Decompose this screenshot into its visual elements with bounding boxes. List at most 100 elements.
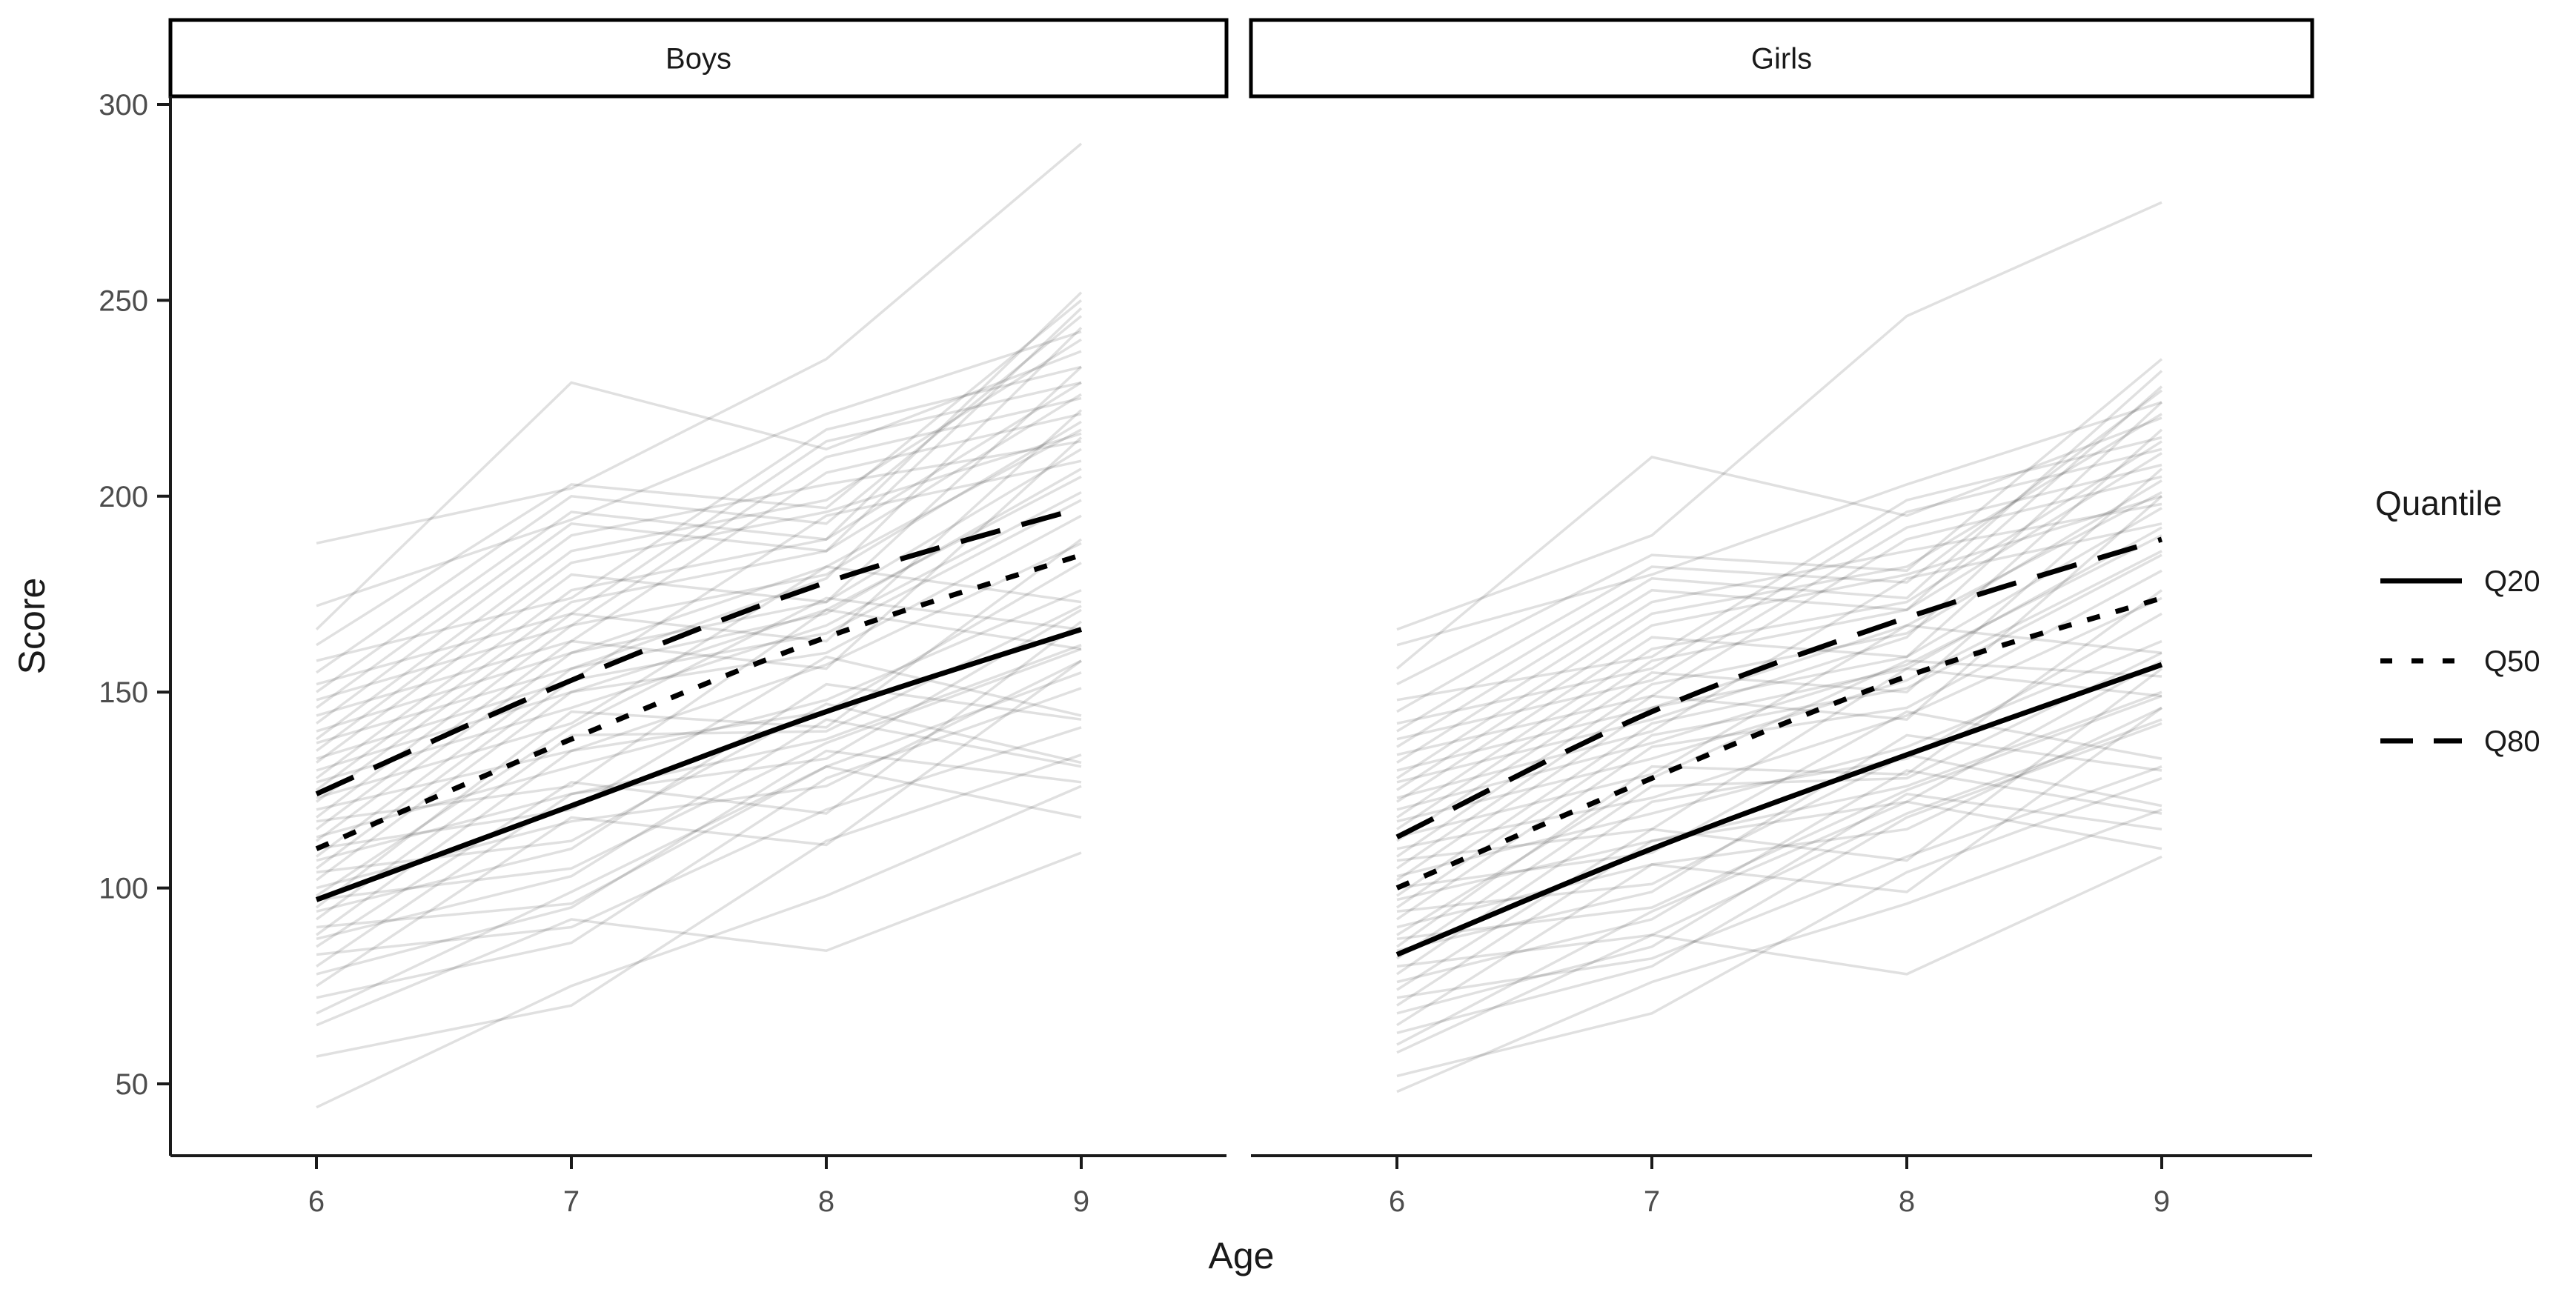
individual-trajectory-line xyxy=(1396,668,2163,991)
individual-trajectory-line xyxy=(1396,428,2163,803)
individual-trajectory-line xyxy=(316,648,1082,902)
individual-trajectory-line xyxy=(315,393,1082,791)
individual-trajectory-line xyxy=(316,413,1082,717)
individual-trajectory-line xyxy=(316,365,1082,662)
individual-trajectory-line xyxy=(1396,651,2162,960)
individual-trajectory-line xyxy=(1396,612,2162,976)
individual-trajectory-line xyxy=(316,315,1083,674)
individual-trajectory-line xyxy=(1396,358,2163,686)
individual-trajectory-line xyxy=(1396,201,2162,631)
individual-trajectory-line xyxy=(1396,522,2162,799)
individual-trajectory-line xyxy=(316,589,1082,839)
individual-trajectory-line xyxy=(1396,667,2162,862)
individual-trajectory-line xyxy=(316,596,1082,897)
individual-trajectory-line xyxy=(1396,776,2162,1078)
y-axis-tick-label: 100 xyxy=(99,873,148,905)
facet-strip-label: Boys xyxy=(665,43,731,76)
panel-boys: Boys 6 7 8 9 xyxy=(168,18,1229,1218)
individual-trajectory-line xyxy=(1396,463,2162,741)
individual-trajectory-line xyxy=(1396,800,2162,1046)
individual-trajectory-line xyxy=(1396,596,2162,850)
individual-trajectory-line xyxy=(316,765,1082,1015)
individual-trajectory-line xyxy=(1396,639,2162,878)
quantile-curve-q80 xyxy=(1395,536,2163,840)
legend-label-q80: Q80 xyxy=(2484,725,2540,758)
y-axis: 300 250 200 150 100 50 xyxy=(99,89,172,1156)
individual-trajectory-line xyxy=(316,659,1083,988)
individual-trajectory-line xyxy=(316,608,1082,823)
x-axis-tick-label: 9 xyxy=(1073,1185,1089,1218)
individual-trajectory-line xyxy=(315,366,1083,764)
quantile-curve-q80 xyxy=(315,505,1082,796)
individual-trajectory-line xyxy=(1396,706,2162,929)
individual-trajectory-line xyxy=(1396,447,2162,725)
individual-trajectory-line xyxy=(1396,452,2162,830)
individual-trajectory-line xyxy=(1396,722,2162,1034)
x-axis-tick-label: 7 xyxy=(563,1185,580,1218)
individual-trajectory-line xyxy=(315,420,1082,819)
individual-trajectory-line xyxy=(1396,694,2162,941)
facet-strip-label: Girls xyxy=(1751,43,1812,76)
individual-trajectory-line xyxy=(316,644,1082,968)
individual-trajectory-line xyxy=(316,687,1082,999)
individual-trajectory-line xyxy=(1396,507,2162,882)
x-axis-tick-label: 8 xyxy=(1899,1185,1915,1218)
individual-trajectory-line xyxy=(1395,416,2162,670)
x-axis-title: Age xyxy=(1209,1235,1275,1276)
individual-trajectory-line xyxy=(316,327,1083,745)
individual-trajectory-line xyxy=(1396,475,2162,756)
facet-strip xyxy=(1249,18,2314,99)
individual-trajectory-line xyxy=(1396,534,2162,811)
individual-trajectory-line xyxy=(1396,467,2163,842)
individual-trajectory-line xyxy=(1396,769,2162,984)
individual-trajectory-line xyxy=(316,475,1082,772)
legend-label-q20: Q20 xyxy=(2484,565,2540,598)
individual-trajectory-line xyxy=(315,467,1082,858)
individual-trajectory-line xyxy=(315,538,1083,909)
individual-trajectory-line xyxy=(1396,389,2163,713)
individual-trajectory-line xyxy=(316,490,1082,784)
individual-trajectory-line xyxy=(1396,553,2162,909)
individual-trajectory-line xyxy=(316,753,1082,1058)
individual-trajectory-line xyxy=(1396,385,2163,748)
individual-trajectory-line xyxy=(316,142,1083,545)
individual-trajectory-line xyxy=(316,655,1082,850)
individual-trajectory-line xyxy=(1396,659,2162,902)
y-axis-tick-label: 300 xyxy=(99,89,148,121)
quantile-curve-q20 xyxy=(315,627,1083,902)
individual-trajectory-line xyxy=(1396,490,2162,772)
individual-trajectory-line xyxy=(315,562,1082,936)
individual-trajectory-line xyxy=(316,682,1082,913)
individual-trajectory-line xyxy=(1396,401,2163,784)
individual-trajectory-line xyxy=(1396,495,2162,791)
individual-trajectory-line xyxy=(1396,706,2163,1027)
individual-trajectory-line xyxy=(1396,710,2162,890)
x-axis-tick-label: 7 xyxy=(1644,1185,1660,1218)
individual-trajectory-line xyxy=(316,749,1082,976)
y-axis-tick-label: 200 xyxy=(99,481,148,513)
individual-trajectory-line xyxy=(1396,753,2162,913)
individual-trajectory-line xyxy=(1396,526,2162,897)
individual-trajectory-line xyxy=(1396,413,2162,779)
individual-trajectory-line xyxy=(1396,495,2163,870)
y-axis-title: Score xyxy=(11,578,53,675)
individual-trajectory-line xyxy=(316,459,1082,760)
individual-trajectory-line xyxy=(315,432,1082,752)
individual-trajectory-line xyxy=(316,381,1082,686)
individual-trajectory-line xyxy=(1396,401,2162,647)
individual-trajectory-line xyxy=(1396,792,2162,1015)
panel-girls: Girls 6 7 8 9 xyxy=(1249,18,2314,1218)
individual-trajectories xyxy=(1395,201,2163,1093)
individual-trajectory-line xyxy=(316,542,1082,811)
legend: Quantile Q20 Q50 Q80 xyxy=(2375,484,2540,758)
individual-trajectory-line xyxy=(316,396,1082,702)
y-axis-tick-label: 50 xyxy=(116,1068,149,1101)
facet-strip xyxy=(168,18,1229,99)
individual-trajectory-line xyxy=(1396,440,2162,819)
legend-label-q50: Q50 xyxy=(2484,645,2540,678)
individual-trajectory-line xyxy=(1396,502,2162,764)
individual-trajectory-line xyxy=(1396,370,2163,733)
